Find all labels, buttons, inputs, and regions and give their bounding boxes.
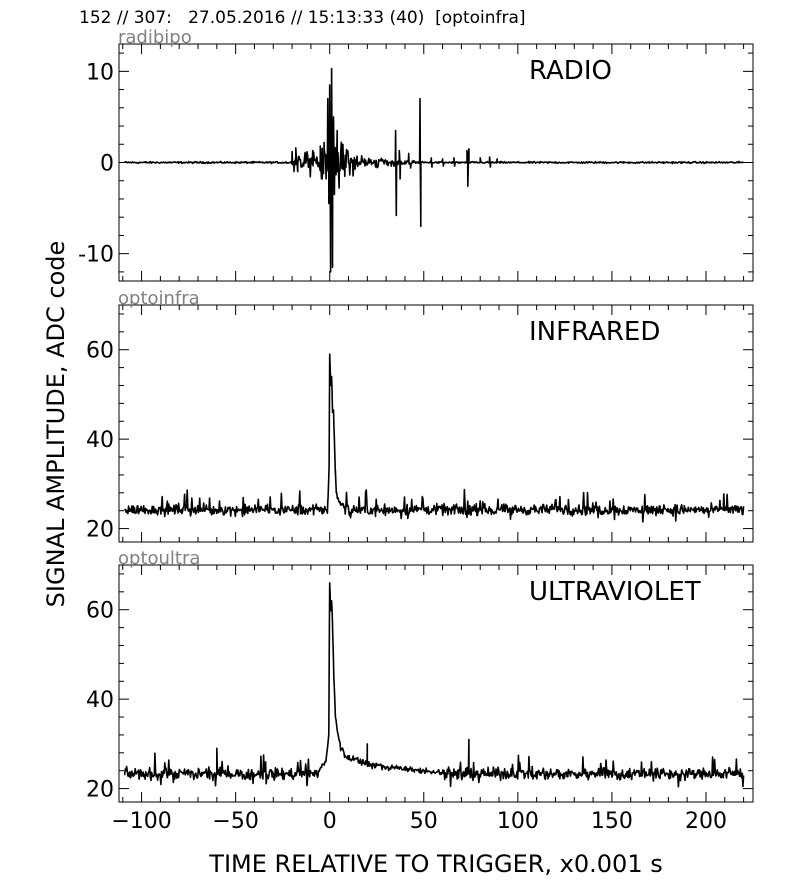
signal-trace-optoinfra	[123, 353, 745, 523]
y-tick-label: 20	[86, 518, 114, 543]
y-tick-label: 0	[100, 152, 114, 177]
panel-optoinfra: 20 40 60 optoinfra INFRARED	[86, 288, 754, 543]
signal-trace-optoultra	[123, 582, 745, 788]
channel-label: optoinfra	[118, 288, 200, 309]
figure-header: 152 // 307: 27.05.2016 // 15:13:33 (40) …	[79, 8, 526, 28]
x-tick-label: 100	[497, 809, 539, 834]
panel-frame	[118, 304, 754, 543]
y-tick-label: 60	[86, 339, 114, 364]
x-tick-label: 150	[591, 809, 633, 834]
signal-trace-radibipo	[124, 67, 744, 273]
channel-label: radibipo	[118, 27, 192, 48]
y-tick-label: 60	[86, 599, 114, 624]
x-tick-label: −50	[212, 809, 258, 834]
y-tick-label: -10	[78, 243, 114, 268]
y-tick-label: 40	[86, 428, 114, 453]
panel-title: RADIO	[529, 56, 612, 86]
y-tick-label: 40	[86, 688, 114, 713]
x-tick-label: 200	[685, 809, 727, 834]
channel-label: optoultra	[118, 548, 200, 569]
panel-title: INFRARED	[529, 317, 660, 347]
y-tick-label: 10	[86, 60, 114, 85]
panel-title: ULTRAVIOLET	[529, 577, 701, 607]
x-tick-label: 50	[410, 809, 438, 834]
x-axis-label: TIME RELATIVE TO TRIGGER, x0.001 s	[208, 850, 662, 878]
panel-optoultra: 20 40 60 −100 −50 0 50 100 150 200 optoultra ULTRAV…	[86, 548, 754, 834]
y-tick-label: 20	[86, 778, 114, 803]
y-axis-label: SIGNAL AMPLITUDE, ADC code	[42, 241, 70, 608]
x-tick-label: −100	[111, 809, 171, 834]
panel-frame	[118, 564, 754, 803]
x-tick-label: 0	[323, 809, 337, 834]
